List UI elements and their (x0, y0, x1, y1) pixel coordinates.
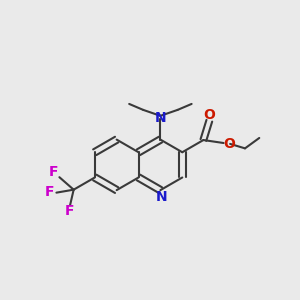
Text: F: F (65, 204, 74, 218)
Text: N: N (154, 112, 166, 125)
Text: O: O (203, 108, 215, 122)
Text: F: F (49, 165, 58, 179)
Text: O: O (223, 137, 235, 151)
Text: F: F (45, 185, 55, 199)
Text: N: N (156, 190, 168, 204)
